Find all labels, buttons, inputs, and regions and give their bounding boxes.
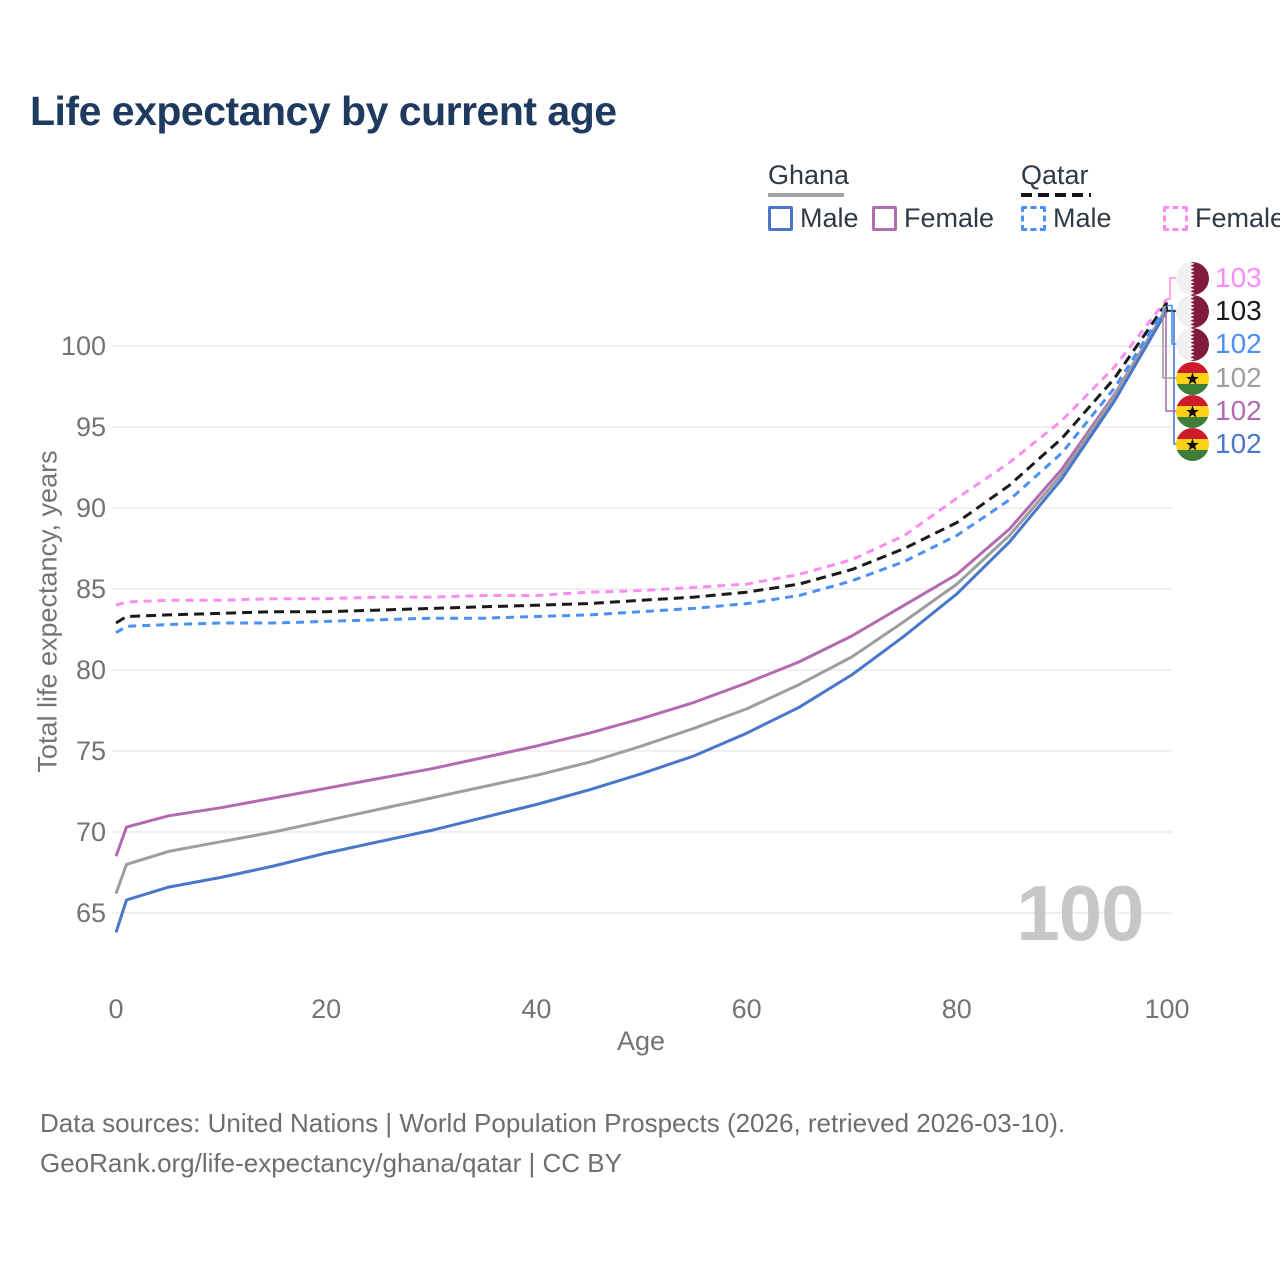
- x-axis-title: Age: [616, 1026, 666, 1056]
- end-label-value: 102: [1215, 428, 1262, 459]
- end-label-connector: [1167, 304, 1177, 345]
- end-label-value: 103: [1215, 262, 1262, 293]
- ghana-male-swatch-icon: [768, 205, 793, 231]
- y-tick-label: 70: [75, 817, 106, 847]
- x-tick-label: 20: [311, 994, 342, 1024]
- x-tick-label: 60: [731, 994, 762, 1024]
- data-source-note: Data sources: United Nations | World Pop…: [40, 1108, 1066, 1138]
- legend-item-label: Male: [800, 203, 859, 233]
- x-tick-label: 80: [941, 994, 972, 1024]
- y-tick-label: 80: [75, 655, 106, 685]
- ghana-flag-icon: [1176, 427, 1209, 461]
- end-label-value: 102: [1215, 362, 1262, 393]
- x-tick-label: 0: [108, 994, 124, 1024]
- end-label-value: 103: [1215, 295, 1262, 326]
- legend-item-qatar-female[interactable]: Female: [1163, 203, 1280, 233]
- series-line-ghana-male: [114, 309, 1169, 933]
- end-label-row: 103: [1176, 261, 1262, 295]
- x-tick-label: 100: [1144, 994, 1190, 1024]
- end-label-row: 102: [1176, 394, 1262, 428]
- legend-item-label: Male: [1053, 203, 1112, 233]
- y-tick-label: 85: [75, 574, 106, 604]
- y-tick-label: 95: [75, 412, 106, 442]
- y-tick-label: 75: [75, 736, 106, 766]
- end-label-row: 102: [1176, 427, 1262, 461]
- qatar-male-swatch-icon: [1021, 205, 1046, 231]
- end-label-connector: [1162, 306, 1177, 379]
- end-label-row: 103: [1176, 294, 1262, 328]
- end-label-connector: [1167, 277, 1177, 300]
- attribution-note: GeoRank.org/life-expectancy/ghana/qatar …: [40, 1148, 622, 1178]
- qatar-flag-icon: [1176, 294, 1209, 328]
- end-label-row: 102: [1176, 361, 1262, 395]
- legend-item-ghana-male[interactable]: Male: [768, 203, 859, 233]
- qatar-flag-icon: [1176, 327, 1209, 361]
- legend-item-label: Female: [1195, 203, 1280, 233]
- end-label-value: 102: [1215, 328, 1262, 359]
- legend-ghana-line-sample: [768, 193, 844, 197]
- page-title: Life expectancy by current age: [30, 88, 617, 134]
- series-line-ghana-all: [114, 306, 1169, 895]
- series-line-ghana-female: [114, 307, 1169, 857]
- x-tick-label: 40: [521, 994, 552, 1024]
- qatar-female-swatch-icon: [1163, 205, 1188, 231]
- qatar-flag-icon: [1176, 261, 1209, 295]
- y-axis-title: Total life expectancy, years: [32, 450, 63, 773]
- end-label-row: 102: [1176, 327, 1262, 361]
- legend-group-ghana-header: Ghana: [768, 160, 850, 190]
- series-line-qatar-all: [115, 301, 1169, 625]
- legend-item-qatar-male[interactable]: Male: [1021, 203, 1112, 233]
- series-line-qatar-female: [115, 298, 1169, 607]
- ghana-flag-icon: [1176, 394, 1209, 428]
- series-line-qatar-male: [115, 304, 1169, 634]
- legend-item-label: Female: [904, 203, 995, 233]
- y-tick-label: 100: [60, 331, 106, 361]
- y-tick-label: 90: [75, 493, 106, 523]
- end-label-value: 102: [1215, 395, 1262, 426]
- ghana-female-swatch-icon: [872, 205, 897, 231]
- current-age-watermark: 100: [1016, 869, 1144, 957]
- legend-group-qatar-header: Qatar: [1021, 160, 1089, 190]
- legend-item-ghana-female[interactable]: Female: [872, 203, 995, 233]
- legend-qatar-line-sample: [1021, 193, 1091, 197]
- ghana-flag-icon: [1176, 361, 1209, 395]
- y-tick-label: 65: [75, 898, 106, 928]
